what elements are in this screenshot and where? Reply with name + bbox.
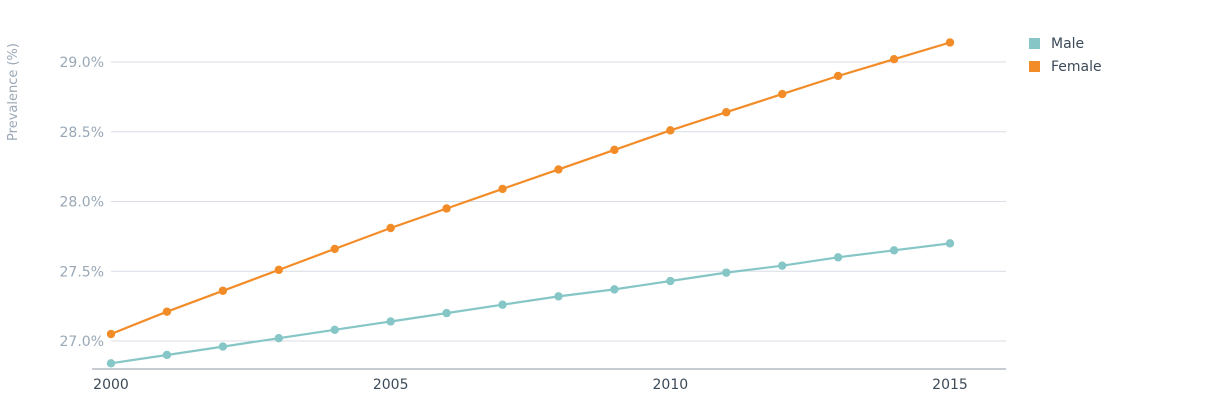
- data-point[interactable]: [722, 108, 731, 117]
- data-point[interactable]: [106, 329, 116, 339]
- legend-swatch: [1029, 61, 1040, 72]
- data-point[interactable]: [386, 223, 395, 233]
- data-point[interactable]: [330, 244, 339, 254]
- series-layer: [106, 38, 955, 368]
- data-point[interactable]: [554, 292, 563, 301]
- data-point[interactable]: [498, 300, 507, 309]
- data-point[interactable]: [162, 307, 172, 316]
- legend-label: Female: [1051, 59, 1102, 75]
- series-female: [106, 38, 955, 339]
- data-point[interactable]: [945, 38, 955, 47]
- data-point[interactable]: [833, 71, 843, 81]
- data-point[interactable]: [106, 359, 116, 368]
- y-tick-label: 27.5%: [60, 264, 104, 280]
- x-tick-label: 2015: [932, 377, 968, 393]
- data-point[interactable]: [274, 334, 283, 343]
- y-axis-title: Prevalence (%): [6, 43, 21, 141]
- data-point[interactable]: [833, 253, 843, 262]
- legend-item-female[interactable]: Female: [1029, 59, 1102, 75]
- legend-swatch: [1029, 38, 1040, 49]
- data-point[interactable]: [889, 55, 899, 64]
- y-tick-label: 27.0%: [60, 334, 104, 350]
- y-tick-label: 28.5%: [60, 125, 104, 141]
- data-point[interactable]: [274, 265, 283, 275]
- data-point[interactable]: [610, 285, 619, 294]
- x-tick-label: 2000: [93, 377, 129, 393]
- data-point[interactable]: [442, 308, 451, 318]
- legend[interactable]: Male Female: [1029, 36, 1102, 75]
- data-point[interactable]: [666, 126, 675, 135]
- x-axis-ticks: 2000 2005 2010 2015: [93, 377, 968, 393]
- data-point[interactable]: [498, 184, 507, 194]
- data-point[interactable]: [554, 165, 563, 174]
- data-point[interactable]: [218, 286, 228, 295]
- data-point[interactable]: [666, 276, 675, 286]
- data-point[interactable]: [330, 325, 339, 335]
- series-male: [106, 239, 955, 368]
- grid-lines: [111, 61, 1006, 342]
- data-point[interactable]: [442, 204, 451, 213]
- y-axis-ticks: 27.0% 27.5% 28.0% 28.5% 29.0%: [60, 55, 104, 350]
- data-point[interactable]: [386, 317, 395, 326]
- data-point[interactable]: [778, 89, 787, 99]
- x-tick-label: 2005: [373, 377, 409, 393]
- data-point[interactable]: [889, 246, 899, 255]
- legend-item-male[interactable]: Male: [1029, 36, 1084, 52]
- y-tick-label: 28.0%: [60, 195, 104, 211]
- legend-label: Male: [1051, 36, 1084, 52]
- data-point[interactable]: [722, 268, 731, 277]
- x-tick-label: 2010: [653, 377, 689, 393]
- data-point[interactable]: [610, 145, 619, 155]
- data-point[interactable]: [945, 239, 955, 248]
- series-line: [110, 242, 951, 365]
- y-tick-label: 29.0%: [60, 55, 104, 71]
- series-line: [110, 41, 951, 336]
- data-point[interactable]: [162, 350, 172, 360]
- data-point[interactable]: [218, 342, 228, 351]
- data-point[interactable]: [778, 261, 787, 270]
